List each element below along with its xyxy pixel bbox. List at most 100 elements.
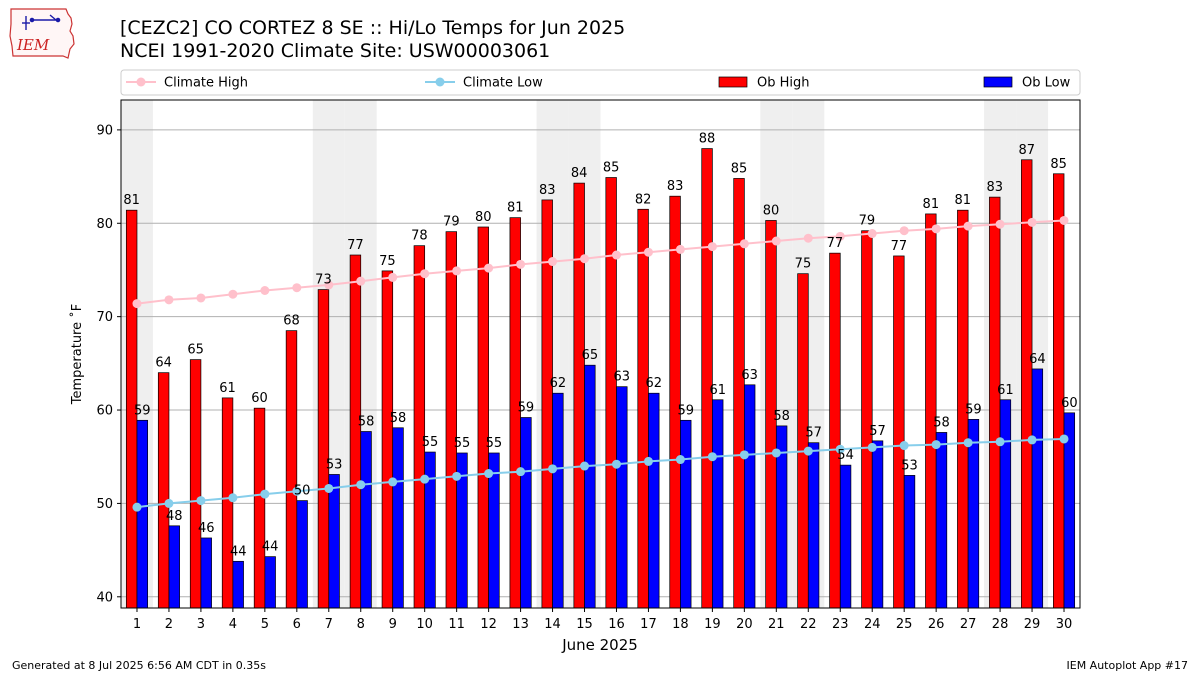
- ob-low-bar: [743, 384, 756, 609]
- x-axis-label: June 2025: [561, 636, 638, 654]
- climate-low-marker: [484, 469, 494, 479]
- legend-ob-low-label: Ob Low: [1022, 76, 1071, 91]
- generated-timestamp: Generated at 8 Jul 2025 6:56 AM CDT in 0…: [12, 659, 266, 672]
- x-tick-label: 5: [261, 617, 269, 632]
- climate-high-marker: [867, 229, 877, 239]
- climate-high-marker: [963, 221, 973, 231]
- x-tick-label: 2: [165, 617, 173, 632]
- ob-low-value-label: 57: [805, 426, 822, 441]
- climate-low-marker: [675, 455, 685, 465]
- ob-low-value-label: 58: [390, 411, 407, 426]
- ob-low-value-label: 61: [709, 383, 726, 398]
- x-tick-label: 16: [608, 617, 625, 632]
- ob-high-value-label: 83: [667, 179, 684, 194]
- plot-frame: [120, 99, 1081, 609]
- x-tick-label: 12: [480, 617, 497, 632]
- climate-high-marker: [803, 233, 813, 243]
- ob-high-value-label: 81: [123, 193, 140, 208]
- legend-ob-high-label: Ob High: [757, 76, 810, 91]
- ob-low-value-label: 58: [933, 415, 950, 430]
- climate-low-marker: [1027, 435, 1037, 445]
- climate-low-marker: [739, 450, 749, 460]
- ob-high-value-label: 85: [603, 161, 620, 176]
- ob-high-value-label: 78: [411, 229, 428, 244]
- x-tick-label: 15: [576, 617, 593, 632]
- ob-low-value-label: 48: [166, 509, 183, 524]
- ob-low-value-label: 59: [965, 402, 982, 417]
- ob-low-bar: [839, 464, 852, 609]
- y-tick-label: 80: [96, 217, 113, 232]
- x-tick-label: 17: [640, 617, 657, 632]
- climate-low-marker: [356, 480, 366, 490]
- ob-high-value-label: 85: [731, 161, 748, 176]
- ob-low-bar: [360, 431, 372, 609]
- legend-climate-low-label: Climate Low: [463, 76, 543, 91]
- ob-low-value-label: 59: [677, 403, 694, 418]
- climate-low-marker: [324, 483, 334, 493]
- ob-high-bar: [637, 208, 649, 609]
- iem-logo: IEM: [9, 8, 75, 59]
- y-tick-label: 60: [96, 404, 113, 419]
- climate-low-marker: [260, 489, 270, 499]
- climate-high-marker: [548, 257, 558, 267]
- climate-low-marker: [164, 498, 174, 508]
- ob-low-bar: [328, 474, 340, 609]
- y-tick-label: 70: [96, 310, 113, 325]
- ob-high-value-label: 61: [219, 381, 236, 396]
- ob-high-value-label: 64: [155, 356, 172, 371]
- ob-low-bar: [648, 392, 660, 609]
- climate-high-marker: [835, 231, 845, 241]
- climate-high-marker: [707, 242, 717, 252]
- ob-high-bar: [829, 252, 841, 609]
- climate-low-marker: [292, 486, 302, 496]
- ob-high-bar: [285, 330, 298, 609]
- climate-high-line: [136, 219, 1065, 305]
- x-tick-label: 21: [768, 617, 785, 632]
- ob-high-value-label: 80: [763, 203, 780, 218]
- ob-high-bar: [349, 254, 362, 609]
- y-tick-label: 40: [96, 590, 113, 605]
- x-tick-label: 25: [896, 617, 913, 632]
- bars: [125, 148, 1076, 609]
- ob-high-value-label: 88: [699, 132, 716, 147]
- ob-high-value-label: 87: [1018, 143, 1035, 158]
- ob-high-value-label: 82: [635, 192, 652, 207]
- ob-low-value-label: 53: [326, 457, 343, 472]
- climate-low-marker: [899, 441, 909, 451]
- ob-high-bar: [317, 289, 330, 609]
- climate-high-marker: [484, 263, 494, 273]
- climate-high-marker: [388, 272, 398, 282]
- ob-high-value-label: 83: [539, 183, 556, 198]
- ob-high-value-label: 83: [986, 180, 1003, 195]
- climate-low-marker: [132, 502, 142, 512]
- ob-low-value-label: 59: [518, 401, 535, 416]
- climate-low-marker: [707, 452, 717, 462]
- climate-high-marker: [643, 247, 653, 257]
- climate-high-marker: [260, 286, 270, 295]
- climate-low-marker: [516, 467, 526, 477]
- y-axis-label: Temperature ˚F: [69, 304, 85, 405]
- y-tick-label: 90: [96, 123, 113, 138]
- ob-low-bar: [200, 537, 212, 609]
- ob-high-bar: [605, 177, 617, 609]
- climate-low-marker: [771, 448, 781, 458]
- climate-high-marker: [292, 283, 302, 293]
- ob-low-bar: [296, 500, 308, 609]
- x-tick-label: 1: [133, 617, 141, 632]
- ob-low-value-label: 59: [134, 403, 151, 418]
- weather-station-icon: [22, 14, 61, 30]
- climate-high-marker: [356, 276, 366, 286]
- ob-low-bar: [264, 556, 276, 609]
- ob-high-bar: [477, 226, 489, 609]
- climate-high-marker: [931, 224, 941, 234]
- ob-high-value-label: 79: [859, 214, 876, 229]
- ob-high-bar: [573, 182, 585, 609]
- ob-high-value-label: 75: [795, 257, 812, 272]
- x-tick-label: 28: [992, 617, 1009, 632]
- climate-low-marker: [1059, 434, 1069, 444]
- ob-high-bar: [861, 230, 873, 609]
- climate-high-marker: [452, 266, 462, 276]
- ob-low-bar: [232, 560, 244, 609]
- climate-high-marker: [420, 269, 430, 279]
